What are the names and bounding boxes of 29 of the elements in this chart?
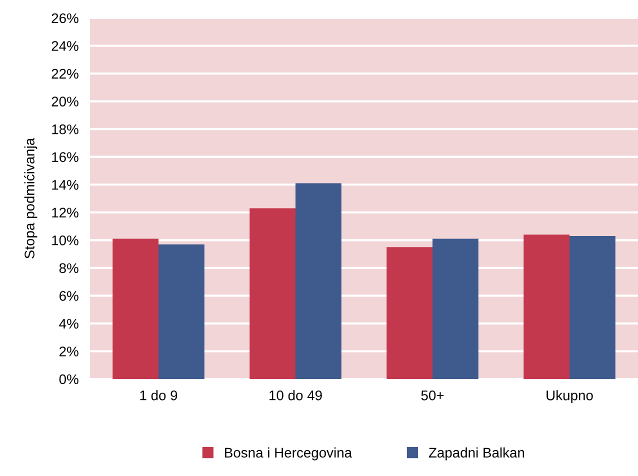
bar [250,208,296,379]
legend-label: Bosna i Hercegovina [225,447,352,460]
y-axis-title: Stopa podmićivanja [24,138,38,258]
y-tick-label: 8% [59,263,78,274]
bar [296,183,342,379]
y-tick-label: 26% [52,13,78,24]
bar [386,247,432,379]
y-tick-label: 10% [52,235,78,246]
y-tick-label: 4% [59,318,78,329]
y-tick-label: 2% [60,346,78,356]
x-tick-label: Ukupno [546,390,593,404]
y-tick-label: 16% [52,152,78,162]
y-tick-label: 12% [52,208,78,218]
y-tick-label: 20% [52,96,78,106]
bar [158,244,204,379]
y-tick-label: 14% [52,180,78,190]
legend-label: Zapadni Balkan [428,447,524,460]
x-tick-label: 10 do 49 [270,390,322,400]
y-tick-label: 22% [52,68,78,79]
y-tick-label: 24% [52,41,78,51]
bar [432,238,478,379]
y-tick-label: 18% [52,124,78,134]
bar [524,234,570,379]
x-tick-label: 50+ [421,390,444,400]
y-tick-label: 6% [60,291,78,301]
bar [570,236,616,379]
bar [112,238,158,379]
y-tick-label: 0% [59,374,78,384]
x-tick-label: 1 do 9 [140,390,178,400]
